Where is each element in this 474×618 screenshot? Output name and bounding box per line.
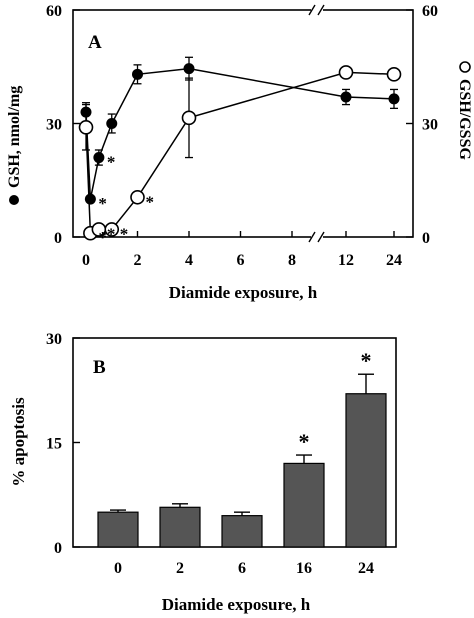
significance-star: *: [299, 429, 310, 454]
data-point-gsh: [106, 118, 118, 129]
filled-circle-legend-icon: [9, 195, 19, 205]
data-point-gsh: [132, 68, 143, 80]
panel-b-bars: 0 2 6 16 24: [97, 393, 387, 577]
panel-a-left-y-tick-label: 30: [46, 117, 62, 134]
panel-a-x-tick-label: 6: [237, 252, 245, 269]
panel-a-left-ylabel: GSH, nmol/mg: [6, 86, 23, 205]
panel-b-x-tick-label: 24: [358, 560, 374, 577]
panel-a-x-tick-label: 24: [386, 252, 402, 269]
bar-2h: [159, 506, 201, 548]
bar-16h: [283, 462, 325, 548]
bar-6h: [221, 515, 263, 548]
data-point-gsh-gssg: [181, 110, 197, 126]
panel-a-left-y-tick-label: 60: [46, 3, 62, 20]
data-point-gsh: [80, 106, 92, 118]
axis-break-top: [308, 3, 325, 17]
panel-a-x-tick-label: 2: [134, 252, 142, 269]
data-point-gsh-gssg: [386, 67, 402, 82]
panel-a-label: A: [88, 32, 102, 53]
panel-a-right-y-tick-label: 0: [422, 230, 430, 247]
panel-b-x-tick-label: 0: [114, 560, 122, 577]
significance-star: *: [120, 224, 129, 243]
bar-0h: [97, 511, 139, 548]
panel-a-significance: *** * **: [98, 153, 154, 248]
panel-a-frame: [72, 9, 414, 238]
panel-a-right-y-tick-label: 60: [422, 3, 438, 20]
panel-b-y-tick-label: 30: [46, 331, 62, 348]
panel-b-x-tick-label: 6: [238, 560, 246, 577]
panel-b-ylabel: % apoptosis: [9, 397, 28, 487]
panel-b-y-tick-label: 15: [46, 436, 62, 453]
panel-a-markers: [78, 63, 402, 241]
series-line-gsh: [85, 67, 395, 200]
panel-b-error-bars: [110, 373, 374, 516]
significance-star: *: [107, 224, 116, 243]
panel-a-left-y-tick-label: 0: [54, 230, 62, 247]
data-point-gsh-gssg: [78, 119, 94, 135]
significance-star: *: [146, 192, 155, 211]
panel-b-ticks: 0 15 30: [46, 331, 80, 557]
axis-break-bottom: [308, 230, 325, 244]
panel-a-right-ylabel: GSH/GSSG: [456, 61, 473, 160]
data-point-gsh: [183, 63, 195, 75]
panel-a-right-y-tick-label: 30: [422, 117, 438, 134]
panel-b-label: B: [93, 357, 106, 378]
left-ylabel-text: GSH, nmol/mg: [6, 86, 23, 188]
panel-a-x-tick-label: 0: [82, 252, 90, 269]
data-point-gsh: [84, 193, 96, 205]
panel-a-x-tick-label: 12: [338, 252, 354, 269]
panel-b-x-tick-label: 16: [296, 560, 312, 577]
data-point-gsh-gssg: [104, 222, 120, 237]
significance-star: *: [361, 348, 372, 373]
panel-a-x-tick-label: 4: [185, 252, 193, 269]
significance-star: *: [98, 228, 107, 247]
significance-star: *: [107, 153, 116, 172]
panel-a-x-tick-label: 8: [288, 252, 296, 269]
data-point-gsh-gssg: [338, 65, 354, 80]
data-point-gsh: [388, 93, 400, 105]
data-point-gsh: [93, 152, 105, 164]
significance-star: *: [98, 194, 107, 213]
panel-b-y-tick-label: 0: [54, 540, 62, 557]
open-circle-legend-icon: [459, 61, 471, 73]
panel-b-significance: **: [299, 348, 372, 454]
panel-b-x-tick-label: 2: [176, 560, 184, 577]
panel-b-xlabel: Diamide exposure, h: [162, 595, 311, 614]
data-point-gsh: [340, 91, 352, 103]
bar-24h: [345, 393, 387, 548]
data-point-gsh-gssg: [130, 189, 145, 205]
right-ylabel-text: GSH/GSSG: [456, 79, 473, 160]
panel-a-xlabel: Diamide exposure, h: [169, 283, 318, 302]
